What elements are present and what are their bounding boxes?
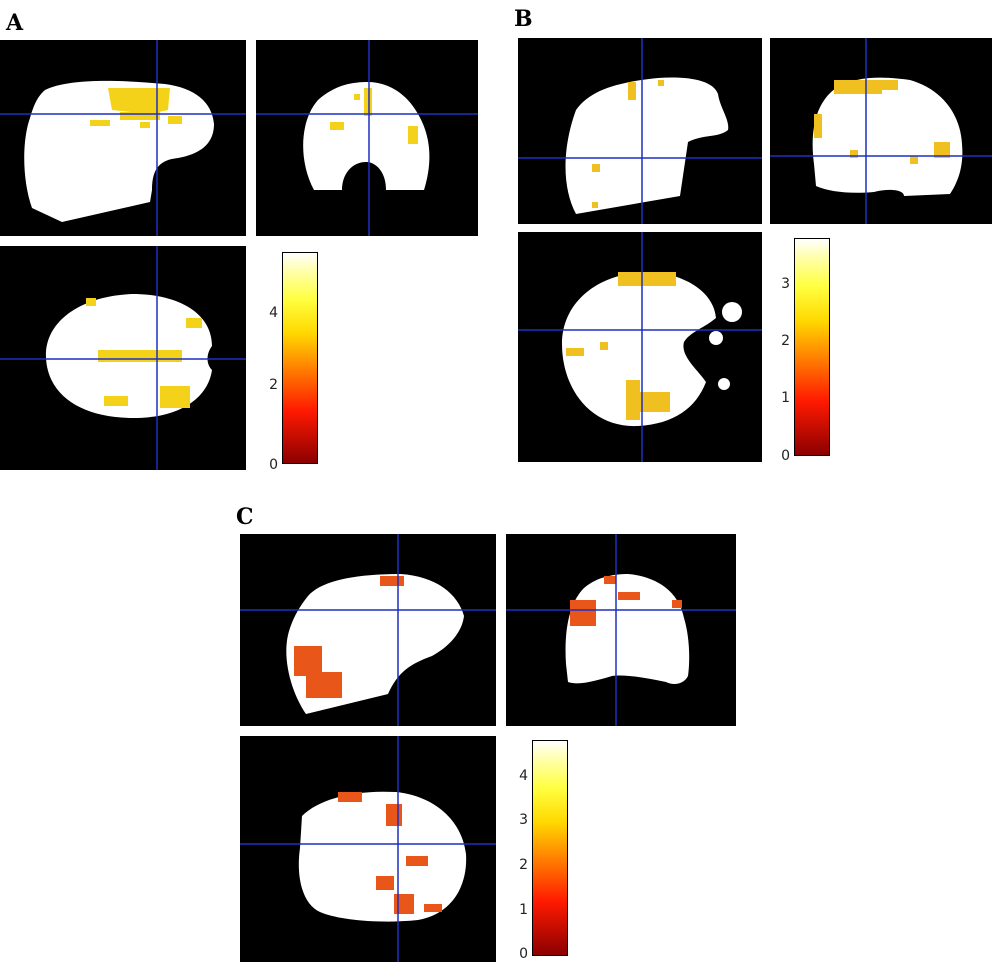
activation-blobs	[814, 80, 950, 164]
colorbar-tick-label: 2	[781, 333, 790, 349]
brain-mask	[562, 272, 716, 427]
brain-mask	[303, 82, 430, 190]
colorbar-tick-label: 1	[519, 902, 528, 918]
panel-label-c: C	[236, 504, 254, 530]
colorbar-tick-label: 2	[519, 857, 528, 873]
colorbar-gradient	[532, 740, 568, 956]
activation-blobs	[570, 576, 682, 626]
colorbar-gradient	[282, 252, 318, 464]
panel-label-b: B	[514, 6, 533, 32]
activation-blobs	[294, 576, 404, 698]
colorbar-tick-label: 1	[781, 390, 790, 406]
brain-mask	[565, 77, 729, 215]
panel-c-coronal-slice	[506, 534, 736, 726]
colorbar-gradient	[794, 238, 830, 456]
panel-label-a: A	[6, 10, 24, 36]
brain-mask	[812, 77, 963, 196]
activation-blobs	[566, 272, 676, 420]
colorbar-tick-label: 3	[781, 276, 790, 292]
activation-blobs	[592, 80, 664, 208]
activation-blobs	[90, 88, 182, 128]
brain-mask	[565, 574, 690, 684]
panel-a-colorbar: 4 2 0	[258, 252, 338, 474]
colorbar-tick-label: 3	[519, 812, 528, 828]
colorbar-tick-label: 4	[269, 305, 278, 321]
nearby-tissue-blob	[722, 302, 742, 322]
panel-c-axial-slice	[240, 736, 496, 962]
nearby-tissue-blob	[718, 378, 730, 390]
colorbar-tick-label: 0	[781, 448, 790, 464]
colorbar-tick-label: 2	[269, 377, 278, 393]
brain-mask	[298, 791, 467, 922]
nearby-tissue-blob	[709, 331, 723, 345]
brain-mask	[24, 80, 214, 222]
panel-b-colorbar: 3 2 1 0	[770, 238, 840, 466]
panel-b-coronal-slice	[770, 38, 992, 224]
colorbar-tick-label: 4	[519, 768, 528, 784]
panel-a-coronal-slice	[256, 40, 478, 236]
panel-a-sagittal-slice	[0, 40, 246, 236]
panel-a-axial-slice	[0, 246, 246, 470]
panel-c-sagittal-slice	[240, 534, 496, 726]
activation-blobs	[330, 88, 418, 144]
colorbar-tick-label: 0	[519, 946, 528, 962]
colorbar-tick-label: 0	[269, 457, 278, 473]
panel-b-sagittal-slice	[518, 38, 762, 224]
panel-b-axial-slice	[518, 232, 762, 462]
panel-c-colorbar: 4 3 2 1 0	[508, 740, 578, 966]
